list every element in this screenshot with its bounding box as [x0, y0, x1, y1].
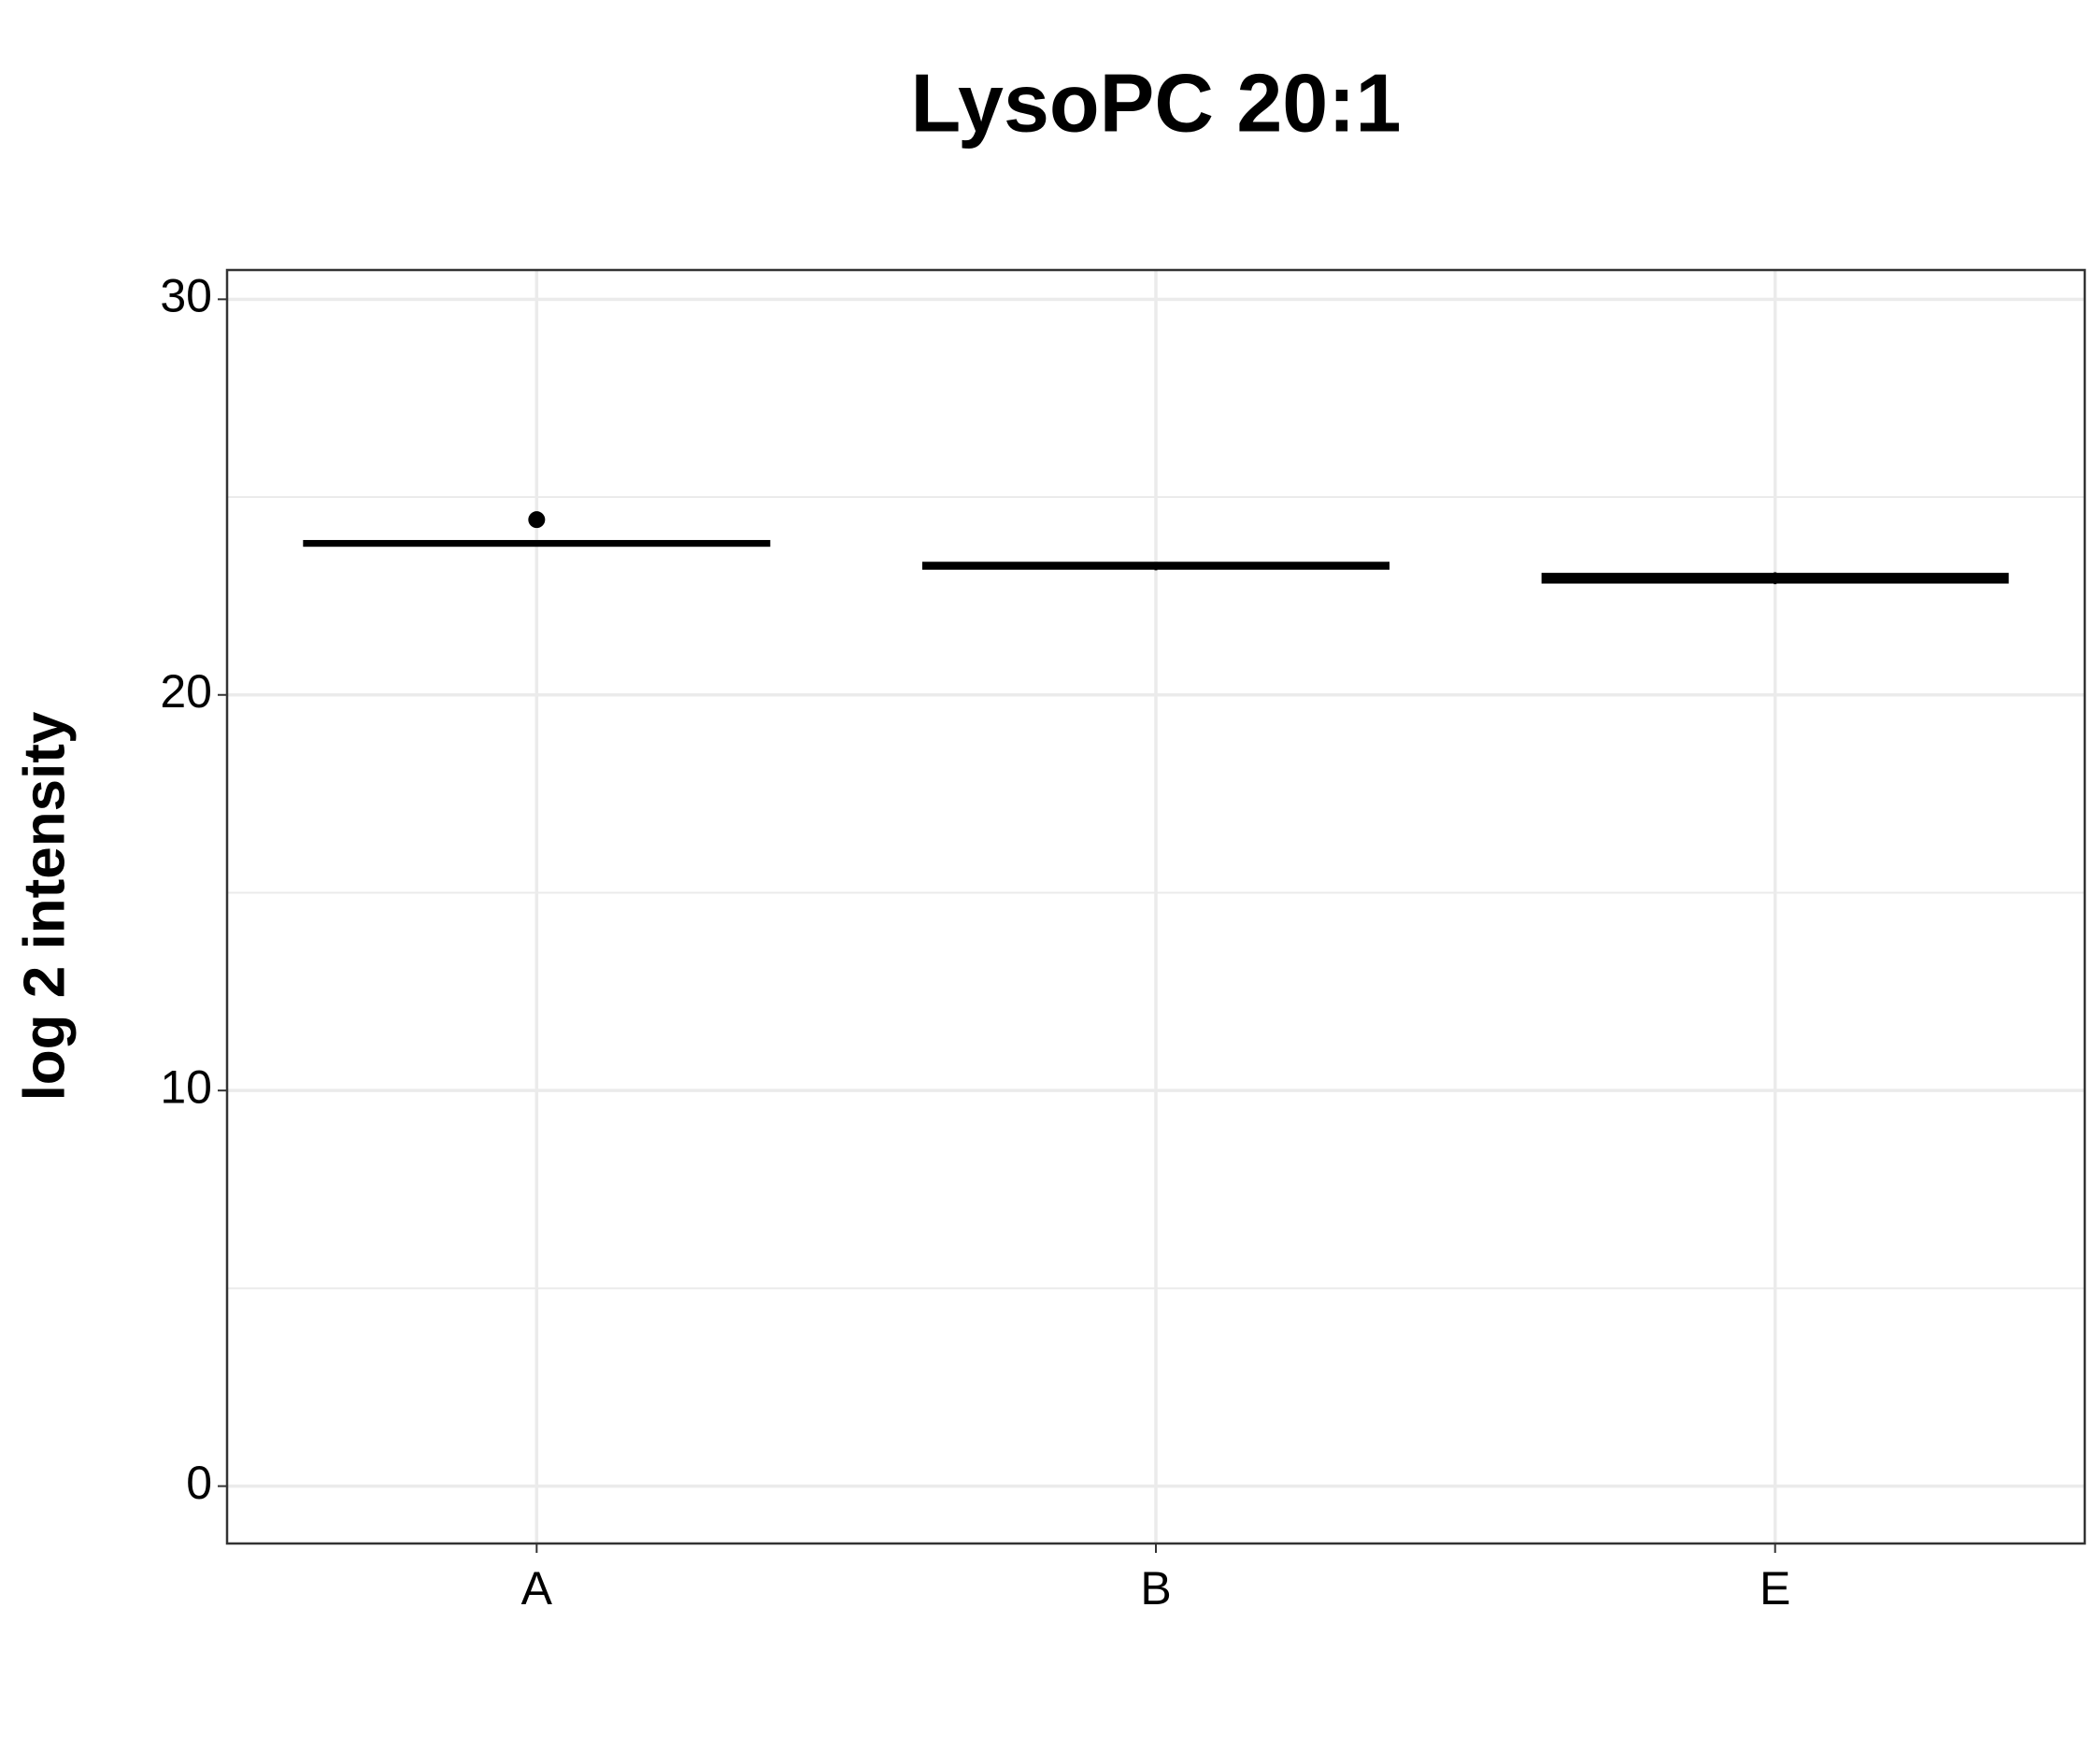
- x-tick-label: B: [1140, 1562, 1171, 1615]
- y-tick-label: 10: [160, 1060, 212, 1113]
- y-axis-label: log 2 intensity: [12, 711, 77, 1101]
- y-tick-label: 20: [160, 665, 212, 718]
- y-tick-label: 0: [186, 1457, 212, 1509]
- chart-title: LysoPC 20:1: [911, 56, 1402, 149]
- x-tick-label: A: [521, 1562, 553, 1615]
- outlier: [528, 511, 546, 529]
- panel-border: [225, 268, 2087, 1545]
- x-tick-label: E: [1760, 1562, 1790, 1615]
- y-tick-label: 30: [160, 270, 212, 322]
